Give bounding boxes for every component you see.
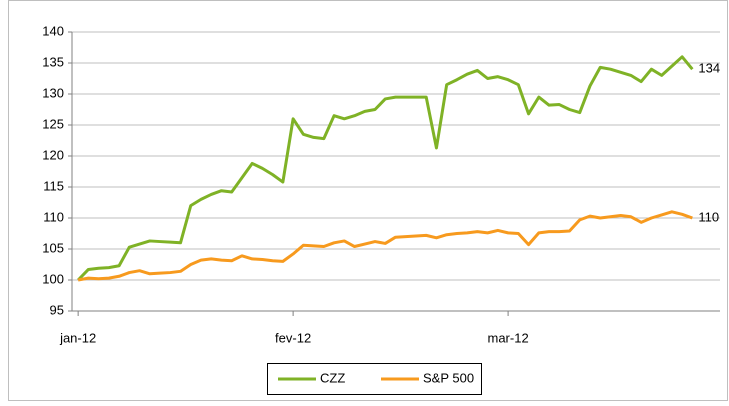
chart-frame	[8, 0, 728, 401]
end-label: 110	[698, 209, 719, 224]
legend-label: CZZ	[320, 370, 345, 385]
y-tick-label: 140	[42, 23, 64, 38]
x-tick-label: mar-12	[488, 330, 529, 345]
series-line	[77, 210, 693, 282]
legend-label: S&P 500	[423, 370, 474, 385]
y-tick-label: 105	[42, 240, 64, 255]
y-tick-label: 110	[43, 209, 64, 224]
end-label: 134	[698, 61, 720, 76]
y-tick-label: 125	[42, 116, 64, 131]
x-tick-label: fev-12	[275, 330, 311, 345]
y-tick-label: 120	[42, 147, 64, 162]
x-tick-label: jan-12	[59, 330, 96, 345]
y-tick-label: 100	[42, 271, 64, 286]
series-line	[77, 55, 694, 282]
y-tick-label: 130	[42, 85, 64, 100]
y-tick-label: 95	[50, 302, 64, 317]
y-tick-label: 115	[43, 178, 64, 193]
y-tick-label: 135	[42, 54, 64, 69]
